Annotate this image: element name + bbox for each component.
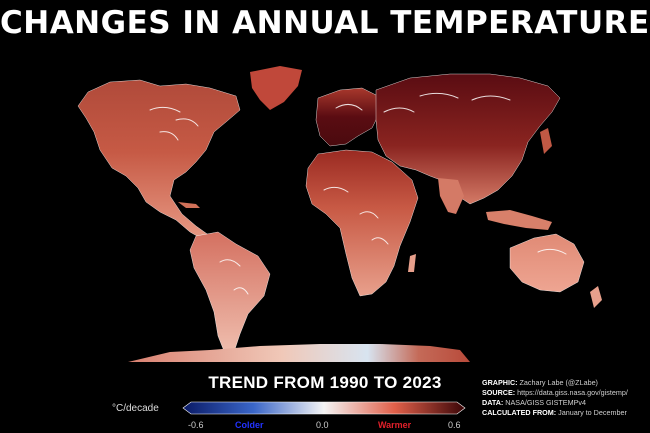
trend-label: TREND FROM 1990 TO 2023 [208,373,442,392]
credit-calc: CALCULATED FROM: January to December [482,408,627,417]
colder-label: Colder [235,420,264,430]
africa [305,149,419,297]
credits: GRAPHIC: Zachary Labe (@ZLabe) SOURCE: h… [482,378,628,418]
credit-source: SOURCE: https://data.giss.nasa.gov/giste… [482,388,628,397]
north-america [77,79,241,241]
colorbar-unit: °C/decade [112,403,159,414]
warmer-label: Warmer [378,420,412,430]
credit-graphic: GRAPHIC: Zachary Labe (@ZLabe) [482,378,598,387]
europe [315,87,381,147]
colorbar [182,401,466,415]
south-america [189,231,271,357]
australia [509,233,585,293]
asia [375,73,561,205]
map-title: CHANGES IN ANNUAL TEMPERATURES [0,5,650,41]
greenland [250,66,302,110]
tick-max: 0.6 [448,420,461,430]
tick-min: -0.6 [188,420,204,430]
tick-zero: 0.0 [316,420,329,430]
antarctica [128,344,470,362]
credit-data: DATA: NASA/GISS GISTEMPv4 [482,398,586,407]
